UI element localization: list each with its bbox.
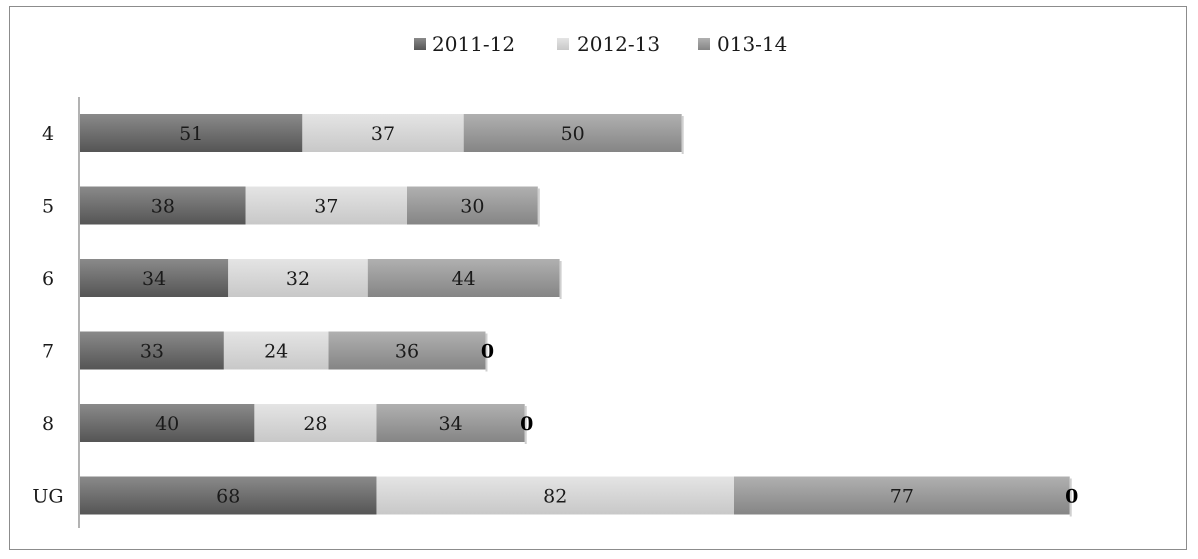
y-tick-label-8: 8 <box>42 413 54 435</box>
bar-shadow-8 <box>524 406 527 444</box>
bar-7-013-14 <box>328 331 486 370</box>
data-label-4-2012-13: 37 <box>371 123 395 145</box>
data-label-7-2011-12: 33 <box>140 341 164 363</box>
legend-label-013-14: 013-14 <box>717 32 787 56</box>
bar-6-2012-13 <box>228 259 368 297</box>
y-tick-label-4: 4 <box>42 123 54 145</box>
y-tick-label-7: 7 <box>42 341 54 363</box>
data-label-5-2011-12: 38 <box>151 196 175 218</box>
bar-5-2012-13 <box>245 186 407 225</box>
zero-label-UG: 0 <box>1065 486 1078 508</box>
labels-group: 51 37 50 38 37 30 34 32 44 33 24 36 0 40 28 34 0 68 82 77 0 <box>140 123 1078 508</box>
bar-5-2011-12 <box>80 186 246 225</box>
legend-label-2011-12: 2011-12 <box>432 32 515 56</box>
y-tick-label-5: 5 <box>42 196 54 218</box>
data-label-4-2011-12: 51 <box>179 123 203 145</box>
data-label-4-013-14: 50 <box>561 123 585 145</box>
data-label-8-013-14: 34 <box>439 413 463 435</box>
data-label-6-013-14: 44 <box>452 268 476 290</box>
bar-6-013-14 <box>367 259 560 297</box>
bar-UG-2011-12 <box>80 476 377 515</box>
data-label-UG-013-14: 77 <box>890 486 914 508</box>
bar-6-2011-12 <box>80 259 229 297</box>
bar-UG-013-14 <box>734 476 1070 515</box>
bar-4-013-14 <box>463 114 682 152</box>
data-label-8-2012-13: 28 <box>303 413 327 435</box>
data-label-UG-2011-12: 68 <box>216 486 240 508</box>
legend-label-2012-13: 2012-13 <box>577 32 660 56</box>
bar-4-2012-13 <box>302 114 464 152</box>
data-label-UG-2012-13: 82 <box>543 486 567 508</box>
zero-label-7: 0 <box>481 341 494 363</box>
bar-8-2012-13 <box>254 404 377 442</box>
legend: 2011-12 2012-13 013-14 <box>414 32 787 56</box>
legend-swatch-2011-12 <box>414 38 426 50</box>
bar-UG-2012-13 <box>376 476 734 515</box>
bar-8-2011-12 <box>80 404 255 442</box>
y-axis-ticks: 4 5 6 7 8 UG <box>32 123 63 508</box>
data-label-8-2011-12: 40 <box>155 413 179 435</box>
bar-7-2012-13 <box>223 331 329 370</box>
bar-4-2011-12 <box>80 114 303 152</box>
data-label-5-013-14: 30 <box>460 196 484 218</box>
bar-shadow-7 <box>485 333 488 372</box>
y-tick-label-6: 6 <box>42 268 54 290</box>
bar-5-013-14 <box>407 186 538 225</box>
bar-shadow-6 <box>559 261 562 299</box>
legend-swatch-2012-13 <box>557 38 569 50</box>
zero-label-8: 0 <box>520 413 533 435</box>
y-tick-label-UG: UG <box>32 486 63 508</box>
bar-shadow-4 <box>681 116 684 154</box>
legend-swatch-013-14 <box>698 38 710 50</box>
bar-shadow-UG <box>1069 478 1072 517</box>
bars-group <box>80 114 1072 517</box>
data-label-6-2011-12: 34 <box>142 268 166 290</box>
data-label-6-2012-13: 32 <box>286 268 310 290</box>
data-label-7-2012-13: 24 <box>264 341 288 363</box>
bar-shadow-5 <box>537 188 540 227</box>
data-label-5-2012-13: 37 <box>314 196 338 218</box>
data-label-7-013-14: 36 <box>395 341 419 363</box>
bar-8-013-14 <box>376 404 525 442</box>
bar-7-2011-12 <box>80 331 224 370</box>
